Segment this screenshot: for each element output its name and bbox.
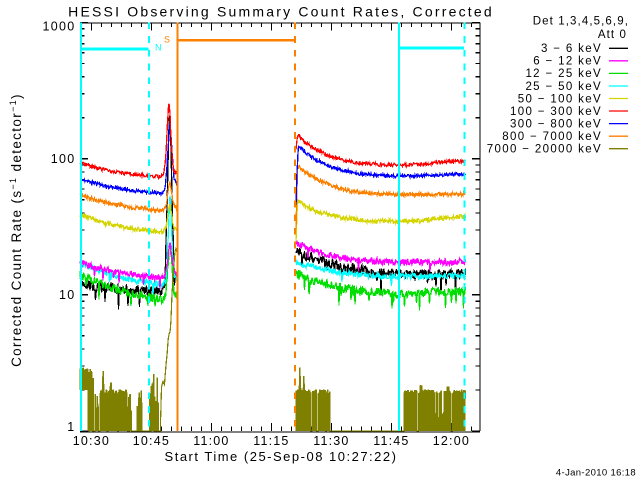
svg-text:3 − 6 keV: 3 − 6 keV: [541, 43, 602, 55]
svg-text:50 − 100 keV: 50 − 100 keV: [518, 93, 602, 105]
svg-text:10:30: 10:30: [73, 434, 110, 448]
svg-text:Det 1,3,4,5,6,9,: Det 1,3,4,5,6,9,: [533, 16, 629, 28]
svg-text:S: S: [164, 35, 170, 45]
svg-text:Start Time (25-Sep-08 10:27:22: Start Time (25-Sep-08 10:27:22): [165, 449, 398, 464]
svg-text:100 − 300 keV: 100 − 300 keV: [510, 106, 602, 118]
svg-text:11:15: 11:15: [253, 434, 289, 448]
svg-text:800 − 7000 keV: 800 − 7000 keV: [502, 131, 602, 143]
svg-text:10:45: 10:45: [133, 434, 170, 448]
svg-text:25 − 50 keV: 25 − 50 keV: [525, 81, 602, 93]
svg-text:10: 10: [59, 288, 76, 302]
svg-text:Corrected Count Rate (s−1 dete: Corrected Count Rate (s−1 detector−1): [8, 93, 24, 367]
svg-text:1: 1: [67, 420, 75, 434]
svg-text:HESSI Observing Summary Count: HESSI Observing Summary Count Rates, Cor…: [68, 4, 494, 20]
svg-text:12 − 25 keV: 12 − 25 keV: [525, 68, 602, 80]
svg-text:11:45: 11:45: [373, 434, 409, 448]
svg-text:300 − 800 keV: 300 − 800 keV: [510, 118, 602, 130]
svg-text:Att 0: Att 0: [598, 29, 627, 41]
svg-text:7000 − 20000 keV: 7000 − 20000 keV: [487, 144, 602, 156]
svg-text:11:00: 11:00: [193, 434, 229, 448]
svg-text:4-Jan-2010 16:18: 4-Jan-2010 16:18: [556, 468, 636, 479]
svg-text:100: 100: [51, 152, 76, 166]
svg-text:12:00: 12:00: [433, 434, 470, 448]
svg-text:1000: 1000: [42, 20, 75, 34]
svg-text:N: N: [155, 43, 162, 53]
svg-text:6 − 12 keV: 6 − 12 keV: [533, 56, 602, 68]
svg-text:11:30: 11:30: [313, 434, 349, 448]
